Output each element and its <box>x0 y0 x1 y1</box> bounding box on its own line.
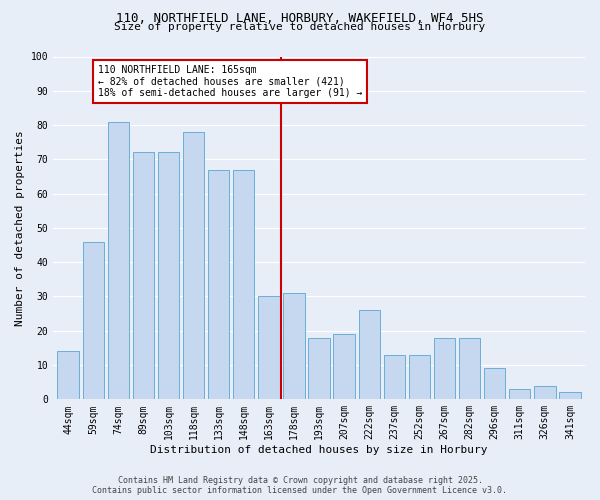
Bar <box>359 310 380 400</box>
Bar <box>383 355 405 400</box>
Text: 110, NORTHFIELD LANE, HORBURY, WAKEFIELD, WF4 5HS: 110, NORTHFIELD LANE, HORBURY, WAKEFIELD… <box>116 12 484 26</box>
Bar <box>233 170 254 400</box>
Bar <box>133 152 154 400</box>
Bar <box>158 152 179 400</box>
Bar <box>107 122 129 400</box>
Bar <box>334 334 355 400</box>
Bar <box>308 338 329 400</box>
Bar <box>258 296 280 400</box>
Bar <box>183 132 204 400</box>
Bar <box>559 392 581 400</box>
Y-axis label: Number of detached properties: Number of detached properties <box>15 130 25 326</box>
Bar <box>459 338 480 400</box>
Bar <box>208 170 229 400</box>
Bar <box>434 338 455 400</box>
Text: 110 NORTHFIELD LANE: 165sqm
← 82% of detached houses are smaller (421)
18% of se: 110 NORTHFIELD LANE: 165sqm ← 82% of det… <box>98 65 362 98</box>
Bar <box>58 352 79 400</box>
Bar <box>83 242 104 400</box>
Bar <box>484 368 505 400</box>
X-axis label: Distribution of detached houses by size in Horbury: Distribution of detached houses by size … <box>150 445 488 455</box>
Bar <box>509 389 530 400</box>
Bar <box>534 386 556 400</box>
Text: Size of property relative to detached houses in Horbury: Size of property relative to detached ho… <box>115 22 485 32</box>
Bar <box>283 293 305 400</box>
Text: Contains HM Land Registry data © Crown copyright and database right 2025.
Contai: Contains HM Land Registry data © Crown c… <box>92 476 508 495</box>
Bar <box>409 355 430 400</box>
